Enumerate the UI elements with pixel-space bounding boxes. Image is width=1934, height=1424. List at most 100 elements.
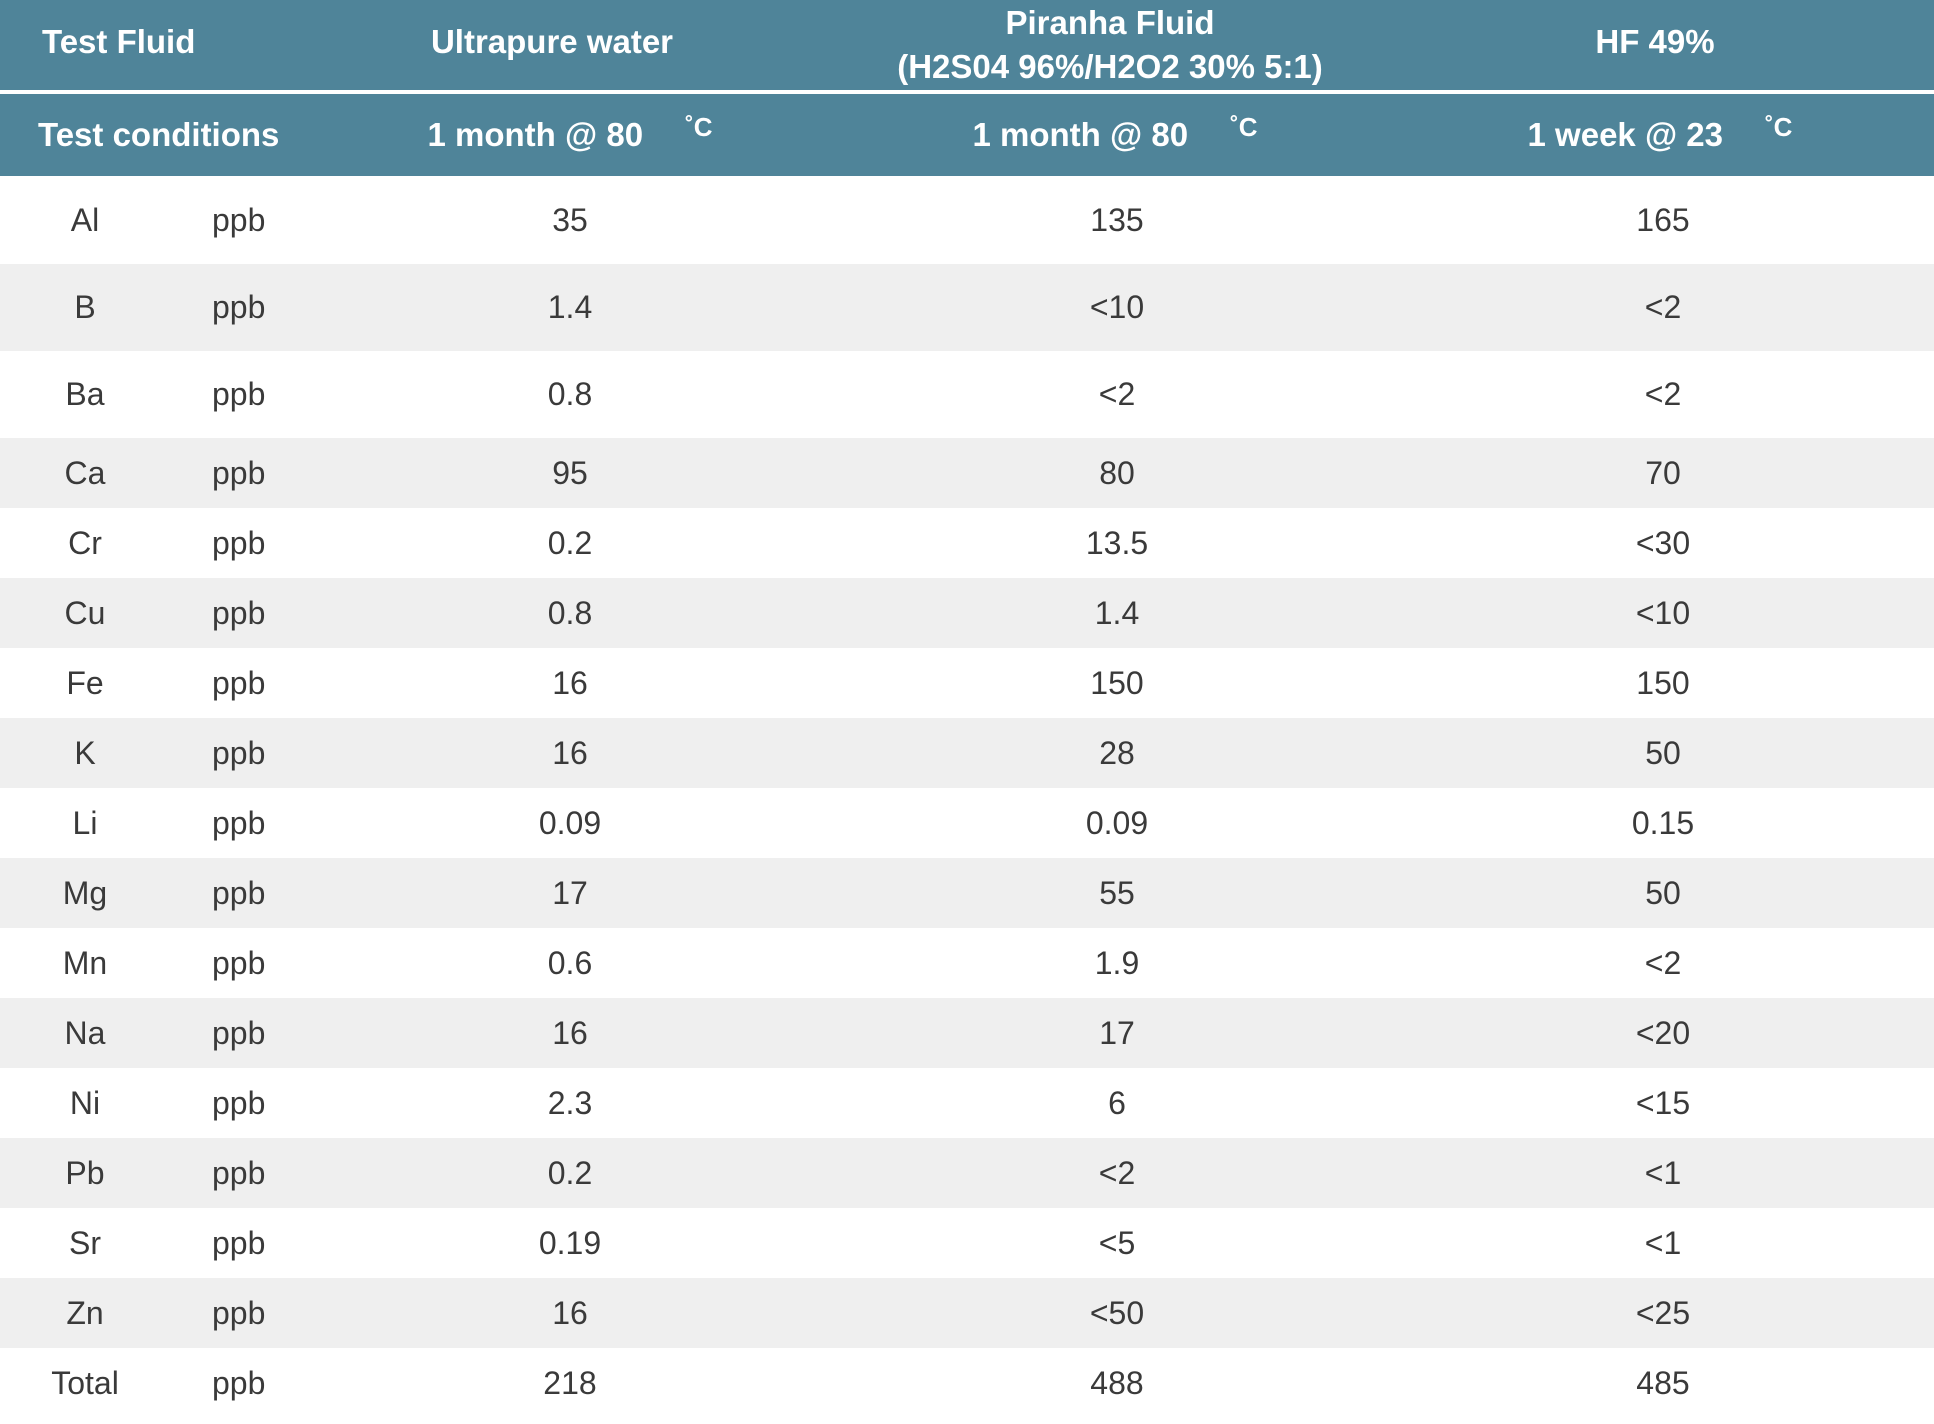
element-cell: Ba	[65, 376, 105, 412]
element-cell: B	[74, 289, 96, 325]
element-cell: Na	[64, 1014, 106, 1051]
value-hf: <15	[1635, 1084, 1691, 1121]
table-row: Li ppb 0.09 0.09 0.15	[0, 788, 1934, 858]
value-ultrapure-water: 0.8	[547, 594, 593, 631]
unit-cell: ppb	[212, 289, 266, 325]
test-fluid-label: Test Fluid	[42, 23, 196, 60]
condition-piranha: 1 month @ 80 ˚C	[945, 94, 1285, 176]
value-hf: <1	[1644, 1224, 1682, 1261]
value-ultrapure-water: 218	[543, 1364, 597, 1401]
value-hf: <20	[1635, 1014, 1691, 1051]
value-ultrapure-water: 0.6	[547, 944, 593, 981]
unit-cell: ppb	[212, 1294, 266, 1331]
unit-cell: ppb	[212, 944, 266, 981]
value-hf: 50	[1645, 874, 1681, 911]
unit-cell: ppb	[212, 1154, 266, 1191]
value-ultrapure-water: 16	[552, 1014, 588, 1051]
unit-cell: ppb	[212, 1224, 266, 1261]
condition-hf-text: 1 week @ 23	[1527, 116, 1724, 153]
value-hf: 70	[1645, 454, 1681, 491]
value-piranha: <5	[1098, 1224, 1136, 1261]
element-cell: Cu	[64, 594, 106, 631]
value-ultrapure-water: 95	[552, 454, 588, 491]
table-row: Ba ppb 0.8 <2 <2	[0, 351, 1934, 438]
element-cell: Al	[70, 201, 100, 238]
value-piranha: 13.5	[1085, 524, 1149, 561]
element-cell: Mg	[62, 874, 108, 911]
header-row-test-fluid: Test Fluid Ultrapure water Piranha Fluid…	[0, 0, 1934, 90]
value-hf: 485	[1636, 1364, 1690, 1401]
condition-ultrapure-water: 1 month @ 80 ˚C	[400, 94, 740, 176]
table-row: Pb ppb 0.2 <2 <1	[0, 1138, 1934, 1208]
value-piranha: <2	[1098, 376, 1136, 412]
value-piranha: 17	[1099, 1014, 1135, 1051]
element-cell: Mn	[62, 944, 108, 981]
condition-piranha-unit: ˚C	[1230, 111, 1258, 142]
table-row: Zn ppb 16 <50 <25	[0, 1278, 1934, 1348]
table-row: Fe ppb 16 150 150	[0, 648, 1934, 718]
unit-cell: ppb	[212, 1084, 266, 1121]
condition-hf-unit: ˚C	[1765, 111, 1793, 142]
value-piranha: 150	[1090, 664, 1144, 701]
value-hf: <2	[1644, 376, 1682, 412]
fluid-header-hf: HF 49%	[1595, 23, 1715, 60]
table-row: Al ppb 35 135 165	[0, 176, 1934, 264]
value-ultrapure-water: 0.2	[547, 524, 593, 561]
fluid-header-piranha-line1: Piranha Fluid	[1005, 4, 1215, 41]
value-hf: <10	[1635, 594, 1691, 631]
value-piranha: 0.09	[1085, 804, 1149, 841]
value-ultrapure-water: 2.3	[547, 1084, 593, 1121]
element-cell: Cr	[68, 524, 102, 561]
table-row: Mn ppb 0.6 1.9 <2	[0, 928, 1934, 998]
value-ultrapure-water: 0.19	[538, 1224, 602, 1261]
value-hf: <2	[1644, 944, 1682, 981]
fluid-header-piranha-line2: (H2S04 96%/H2O2 30% 5:1)	[897, 48, 1323, 85]
unit-cell: ppb	[212, 524, 266, 561]
element-cell: Sr	[69, 1224, 101, 1261]
unit-cell: ppb	[212, 1014, 266, 1051]
element-cell: Zn	[66, 1294, 104, 1331]
table-row: Na ppb 16 17 <20	[0, 998, 1934, 1068]
condition-ultrapure-water-text: 1 month @ 80	[427, 116, 644, 153]
unit-cell: ppb	[212, 201, 266, 238]
unit-cell: ppb	[212, 594, 266, 631]
value-hf: 150	[1636, 664, 1690, 701]
value-piranha: 80	[1099, 454, 1135, 491]
element-cell: Pb	[65, 1154, 105, 1191]
unit-cell: ppb	[212, 664, 266, 701]
unit-cell: ppb	[212, 874, 266, 911]
value-ultrapure-water: 16	[552, 734, 588, 771]
value-piranha: 6	[1108, 1084, 1126, 1121]
value-ultrapure-water: 0.09	[538, 804, 602, 841]
value-piranha: 135	[1090, 201, 1144, 238]
element-cell: Ca	[64, 454, 106, 491]
element-cell: Ni	[69, 1084, 101, 1121]
value-hf: <1	[1644, 1154, 1682, 1191]
value-hf: <30	[1635, 524, 1691, 561]
table-row: Sr ppb 0.19 <5 <1	[0, 1208, 1934, 1278]
unit-cell: ppb	[212, 454, 266, 491]
value-ultrapure-water: 0.8	[547, 376, 593, 412]
value-hf: <2	[1644, 289, 1682, 325]
value-hf: 0.15	[1631, 804, 1695, 841]
element-cell: Fe	[66, 664, 104, 701]
table-row: Mg ppb 17 55 50	[0, 858, 1934, 928]
value-ultrapure-water: 16	[552, 1294, 588, 1331]
table-row: Total ppb 218 488 485	[0, 1348, 1934, 1418]
unit-cell: ppb	[212, 1364, 266, 1401]
value-hf: 50	[1645, 734, 1681, 771]
value-piranha: <2	[1098, 1154, 1136, 1191]
unit-cell: ppb	[212, 804, 266, 841]
value-ultrapure-water: 35	[552, 201, 588, 238]
condition-ultrapure-water-unit: ˚C	[685, 111, 713, 142]
unit-cell: ppb	[212, 376, 266, 412]
table-row: Ca ppb 95 80 70	[0, 438, 1934, 508]
value-ultrapure-water: 1.4	[547, 289, 593, 325]
value-piranha: 55	[1099, 874, 1135, 911]
element-cell: Li	[72, 804, 98, 841]
element-cell: Total	[51, 1364, 119, 1401]
header-row-test-conditions: Test conditions 1 month @ 80 ˚C 1 month …	[0, 94, 1934, 176]
